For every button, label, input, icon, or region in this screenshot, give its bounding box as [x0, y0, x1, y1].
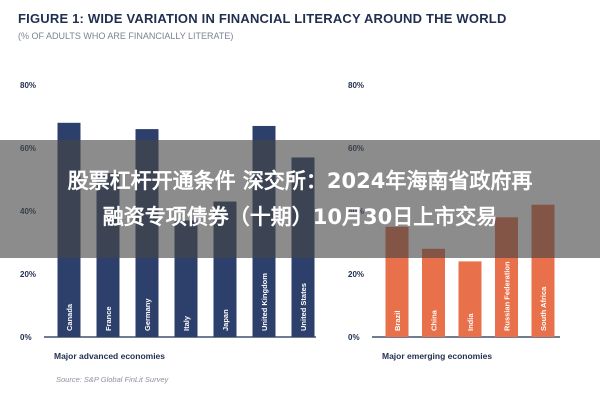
category-label: Canada [65, 303, 74, 331]
category-label: Germany [143, 298, 152, 331]
overlay-headline-line-2: 融资专项债券（十期）10月30日上市交易 [102, 205, 498, 229]
category-label: Russian Federation [503, 261, 512, 331]
source-note: Source: S&P Global FinLit Survey [56, 375, 169, 384]
category-label: Brazil [393, 311, 402, 331]
category-label: United Kingdom [260, 273, 269, 331]
bar-china [422, 248, 445, 337]
category-label: China [430, 309, 439, 331]
group-label: Major emerging economies [382, 351, 492, 361]
overlay-banner[interactable]: 股票杠杆开通条件 深交所：2024年海南省政府再 融资专项债券（十期）10月30… [0, 140, 600, 258]
category-label: Italy [182, 315, 191, 331]
y-tick-label: 80% [348, 81, 364, 90]
y-tick-label: 20% [20, 270, 36, 279]
overlay-headline-line-1: 股票杠杆开通条件 深交所：2024年海南省政府再 [67, 169, 533, 193]
bar-india [458, 261, 482, 337]
y-tick-label: 0% [20, 333, 32, 342]
group-label: Major advanced economies [54, 351, 165, 361]
category-label: India [466, 313, 475, 331]
category-label: South Africa [539, 286, 548, 331]
figure-title: FIGURE 1: WIDE VARIATION IN FINANCIAL LI… [18, 11, 507, 26]
y-tick-label: 20% [348, 270, 364, 279]
y-tick-label: 80% [20, 81, 36, 90]
category-label: United States [299, 283, 308, 331]
y-tick-label: 0% [348, 333, 360, 342]
figure-subtitle: (% OF ADULTS WHO ARE FINANCIALLY LITERAT… [18, 31, 234, 41]
category-label: France [104, 306, 113, 331]
category-label: Japan [221, 309, 230, 331]
